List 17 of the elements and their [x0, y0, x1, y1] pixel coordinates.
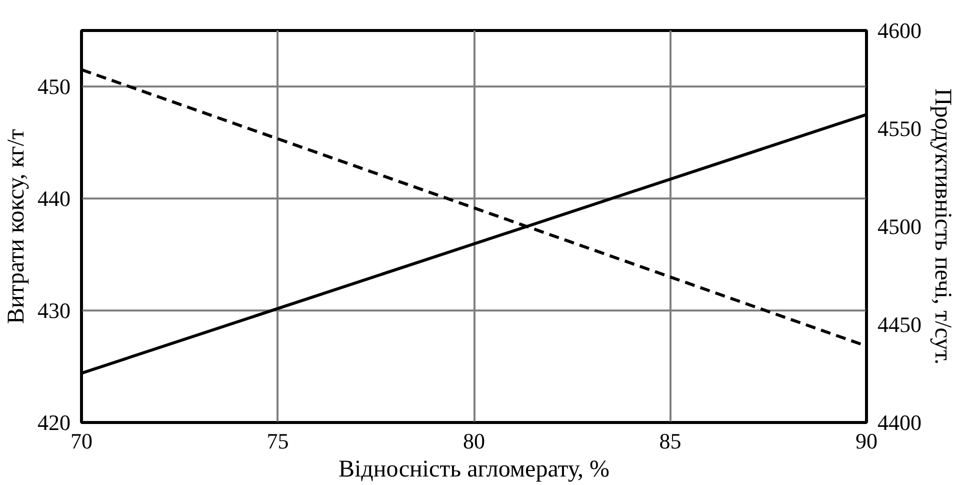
x-tick-label: 85 — [659, 428, 682, 454]
x-axis-title: Відносність агломерату, % — [338, 456, 610, 482]
y-axis-title: Витрати коксу, кг/т — [4, 128, 30, 324]
y2-tick-label: 4600 — [878, 18, 922, 43]
x-tick-label: 80 — [463, 428, 485, 454]
x-tick-label: 90 — [856, 428, 878, 454]
y-tick-label: 430 — [38, 298, 70, 323]
x-tick-label: 70 — [70, 428, 92, 454]
y2-tick-label: 4500 — [878, 214, 922, 239]
y-tick-label: 440 — [38, 186, 70, 211]
y2-tick-label: 4450 — [878, 312, 922, 337]
y2-tick-label: 4550 — [878, 116, 922, 141]
x-tick-label: 75 — [266, 428, 289, 454]
y2-tick-label: 4400 — [878, 410, 922, 435]
y2-axis-title: Продуктивність печі, т/сут. — [930, 88, 956, 365]
y-tick-label: 450 — [38, 74, 70, 99]
y-tick-label: 420 — [38, 410, 70, 435]
